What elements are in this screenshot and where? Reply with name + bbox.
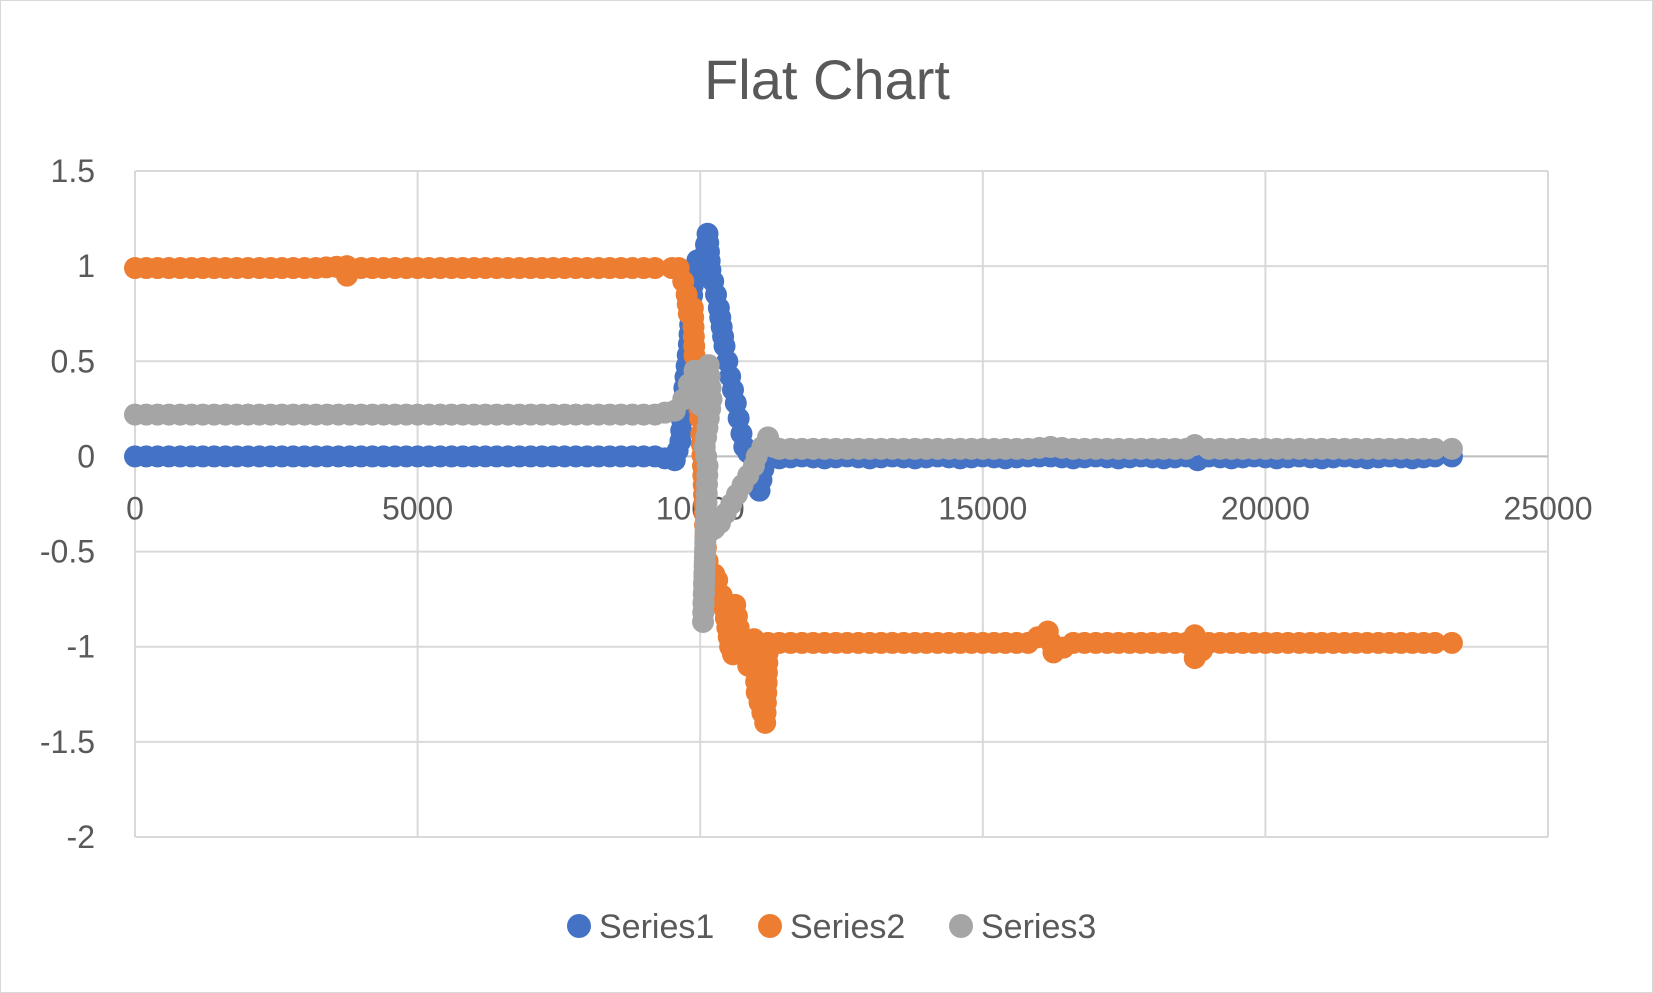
series-3: [124, 354, 1463, 633]
y-tick-label: -2: [67, 819, 95, 855]
data-points: [124, 222, 1463, 734]
y-tick-label: -0.5: [40, 534, 95, 570]
x-tick-label: 15000: [938, 490, 1027, 526]
legend-marker: [949, 914, 973, 938]
data-point: [1440, 437, 1463, 460]
data-point: [643, 257, 666, 280]
y-tick-label: 1: [77, 248, 95, 284]
legend-label: Series3: [981, 908, 1096, 946]
y-tick-label: -1.5: [40, 724, 95, 760]
legend-marker: [758, 914, 782, 938]
series-2: [124, 255, 1463, 734]
y-tick-label: 0: [77, 438, 95, 474]
legend-label: Series1: [599, 908, 714, 946]
data-point: [1423, 437, 1446, 460]
legend-label: Series2: [790, 908, 905, 946]
x-tick-label: 5000: [382, 490, 453, 526]
axis-tick-labels: 1.510.50-0.5-1-1.5-205000100001500020000…: [40, 153, 1593, 855]
legend-marker: [567, 914, 591, 938]
y-tick-label: 1.5: [51, 153, 95, 189]
y-tick-label: -1: [67, 629, 95, 665]
x-tick-label: 20000: [1221, 490, 1310, 526]
y-tick-label: 0.5: [51, 343, 95, 379]
data-point: [1440, 631, 1463, 654]
x-tick-label: 25000: [1504, 490, 1593, 526]
x-tick-label: 0: [126, 490, 144, 526]
legend: Series1 Series2 Series3: [567, 908, 1096, 946]
chart-title: Flat Chart: [704, 48, 950, 111]
data-point: [1423, 631, 1446, 654]
